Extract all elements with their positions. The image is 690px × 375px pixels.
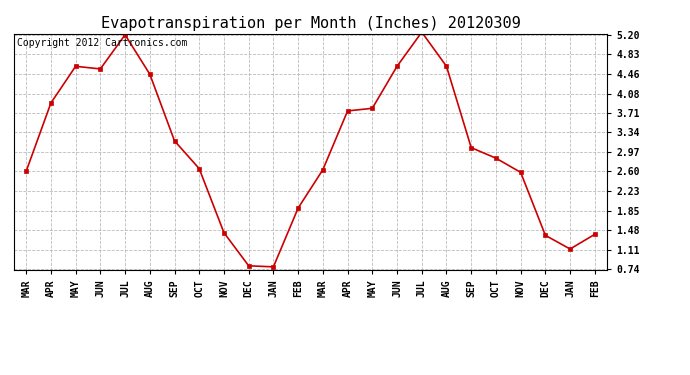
Text: Copyright 2012 Cartronics.com: Copyright 2012 Cartronics.com <box>17 39 187 48</box>
Title: Evapotranspiration per Month (Inches) 20120309: Evapotranspiration per Month (Inches) 20… <box>101 16 520 31</box>
